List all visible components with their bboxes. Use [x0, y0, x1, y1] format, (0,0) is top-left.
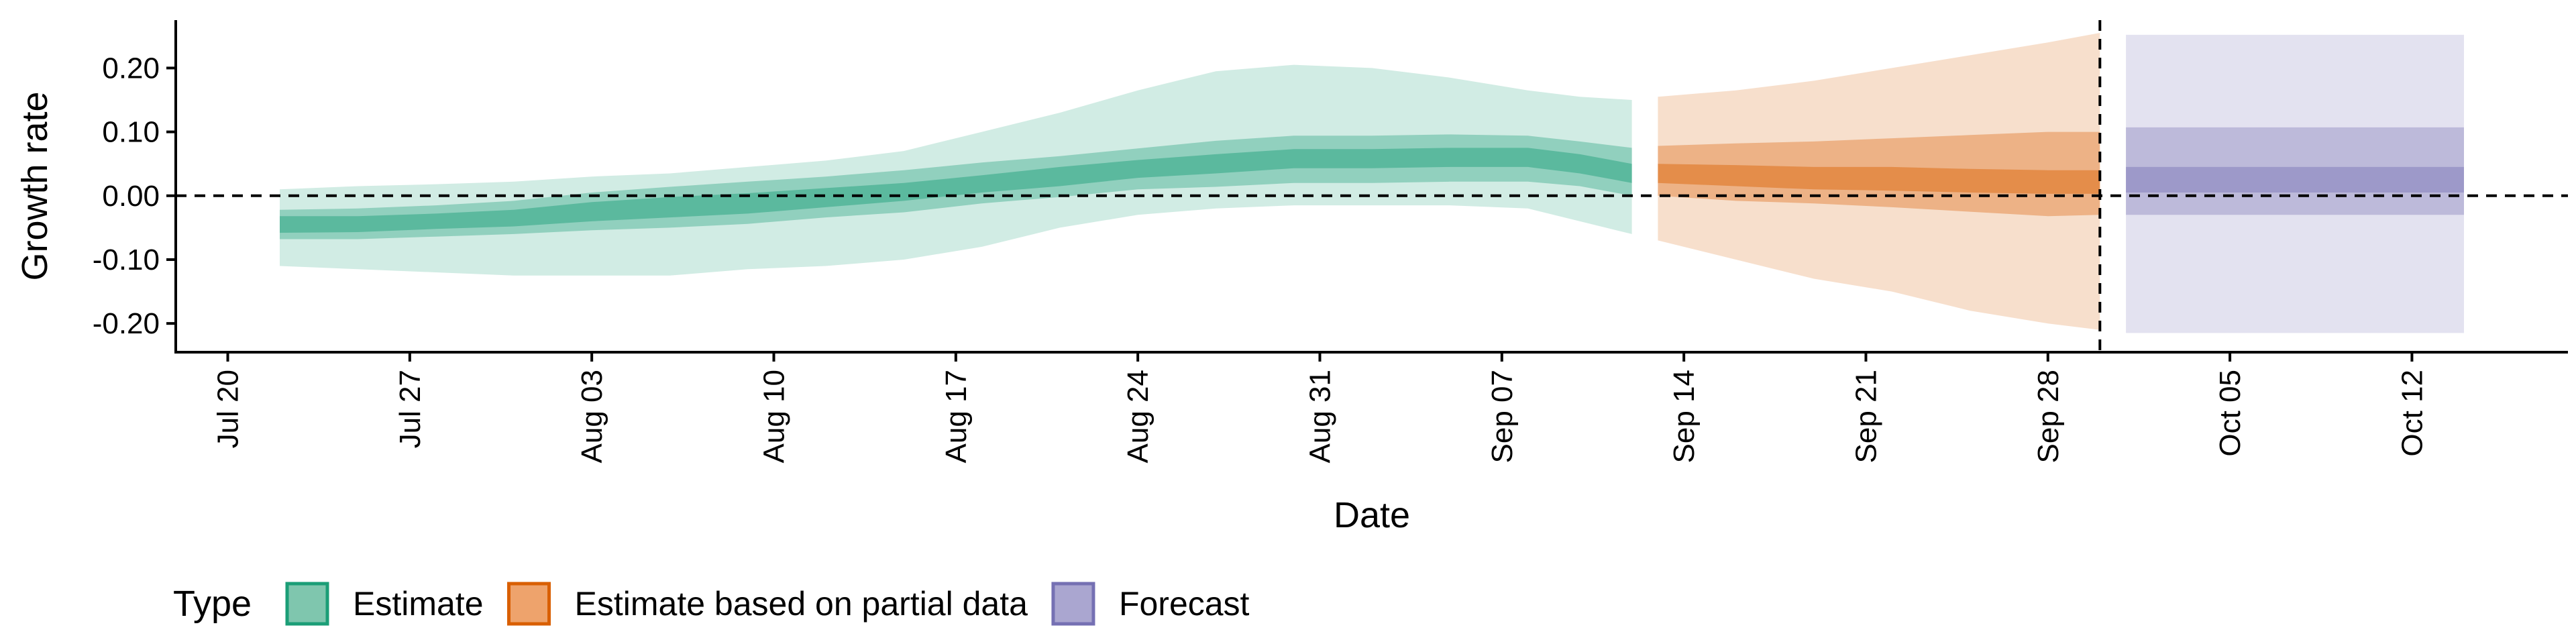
legend-swatch-3	[1051, 582, 1095, 626]
x-axis-title: Date	[1334, 495, 1410, 535]
reference-lines	[176, 20, 2568, 352]
ribbon-90-series-3	[2126, 34, 2464, 333]
legend: Type Estimate Estimate based on partial da…	[173, 582, 1250, 626]
x-tick-label: Aug 31	[1303, 370, 1336, 463]
legend-label-1: Estimate	[353, 585, 484, 623]
ribbon-90-series-1	[280, 64, 1632, 276]
x-tick-label: Aug 24	[1122, 370, 1155, 463]
ribbon-20-series-1	[280, 148, 1632, 233]
x-tick-label: Aug 10	[758, 370, 791, 463]
legend-swatch-2	[507, 582, 551, 626]
series-3	[2126, 34, 2464, 333]
y-tick-label: -0.10	[93, 244, 160, 276]
ribbon-20-series-3	[2126, 166, 2464, 193]
series-1	[280, 64, 1632, 276]
ribbon-90-series-2	[1658, 33, 2100, 330]
legend-label-2: Estimate based on partial data	[575, 585, 1028, 623]
x-tick-label: Aug 03	[576, 370, 608, 463]
ribbon-layer	[280, 33, 2464, 333]
x-tick-label: Aug 17	[940, 370, 973, 463]
x-tick-label: Sep 07	[1486, 370, 1519, 463]
ribbon-50-series-1	[280, 134, 1632, 239]
x-tick-label: Oct 12	[2396, 370, 2428, 457]
legend-label-3: Forecast	[1119, 585, 1250, 623]
x-tick-label: Oct 05	[2214, 370, 2247, 457]
ribbon-50-series-3	[2126, 127, 2464, 215]
legend-title: Type	[173, 584, 252, 624]
axes: -0.20 -0.10 0.00 0.10 0.20 Jul 20 Jul 27 Aug 03…	[93, 20, 2568, 463]
x-tick-label: Sep 14	[1668, 370, 1701, 463]
series-2	[1658, 33, 2100, 330]
y-tick-label: 0.20	[102, 52, 160, 85]
x-tick-label: Sep 28	[2032, 370, 2065, 463]
y-tick-label: -0.20	[93, 307, 160, 340]
legend-swatch-1	[285, 582, 329, 626]
y-tick-label: 0.10	[102, 116, 160, 149]
y-axis-title: Growth rate	[15, 91, 55, 280]
x-tick-label: Jul 27	[394, 370, 427, 448]
y-tick-label: 0.00	[102, 180, 160, 213]
ribbon-20-series-2	[1658, 164, 2100, 194]
x-tick-label: Sep 21	[1849, 370, 1882, 463]
x-tick-label: Jul 20	[212, 370, 245, 448]
